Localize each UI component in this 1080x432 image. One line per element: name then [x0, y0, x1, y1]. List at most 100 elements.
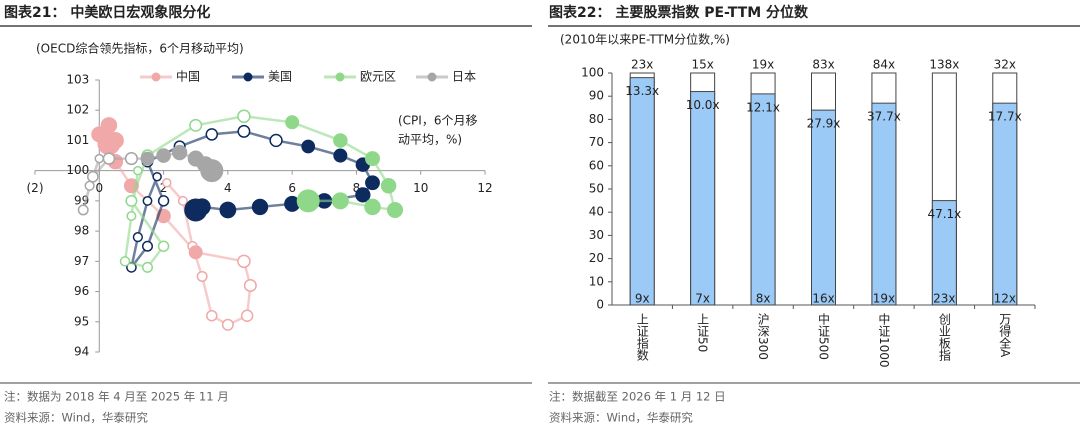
x-tick-label: 创业板指: [937, 313, 951, 362]
point: [189, 118, 203, 132]
point: [219, 201, 237, 219]
point: [269, 133, 283, 148]
y-tick-label: 100: [66, 163, 89, 177]
y-tick-label: 94: [74, 345, 89, 359]
y-tick-label: 100: [581, 66, 604, 80]
max-label: 84x: [873, 58, 895, 72]
bar: [629, 77, 655, 306]
bar: [690, 91, 716, 306]
point: [133, 165, 143, 176]
x-tick-label: 万得全A: [998, 313, 1012, 358]
point: [333, 133, 348, 148]
y-tick-label: 0: [596, 298, 604, 312]
point: [132, 232, 143, 243]
point: [301, 139, 316, 154]
legend-label: 日本: [452, 70, 476, 84]
min-label: 16x: [812, 292, 834, 306]
point: [126, 211, 137, 221]
y-tick-label: 98: [74, 224, 89, 238]
bar: [811, 109, 836, 306]
y-tick-label: 50: [589, 182, 604, 196]
point: [125, 194, 138, 207]
current-label: 13.3x: [625, 84, 659, 98]
chart-title: 图表21： 中美欧日宏观象限分化: [4, 4, 210, 21]
current-label: 27.9x: [807, 117, 841, 131]
note: 注：数据为 2018 年 4 月至 2025 年 11 月: [4, 390, 229, 404]
y-tick-label: 60: [589, 158, 604, 172]
point: [296, 189, 320, 213]
y-tick-label: 90: [589, 89, 604, 103]
y-tick-label: 101: [66, 133, 89, 147]
point: [140, 151, 155, 166]
point: [124, 152, 138, 166]
min-label: 9x: [635, 292, 650, 306]
min-label: 7x: [695, 292, 710, 306]
point: [119, 256, 131, 267]
y-tick-label: 80: [589, 112, 604, 126]
y-tick-label: 102: [66, 103, 89, 117]
point: [141, 240, 154, 252]
point: [355, 187, 371, 203]
point: [184, 198, 208, 222]
x-tick-label: 上证指数: [635, 313, 649, 362]
annotation: 动平均，%): [398, 133, 462, 147]
point: [365, 151, 380, 167]
point: [333, 148, 348, 163]
max-label: 19x: [752, 58, 774, 72]
chart-subtitle: (2010年以来PE-TTM分位数,%): [560, 32, 730, 47]
x-tick-label: 中证1000: [877, 312, 891, 368]
bar: [871, 102, 897, 306]
legend-label: 中国: [176, 69, 200, 84]
current-label: 47.1x: [927, 207, 961, 221]
point: [251, 198, 269, 216]
x-tick-label: (2): [27, 181, 44, 195]
min-label: 19x: [873, 292, 895, 306]
point: [157, 195, 170, 207]
legend-marker: [427, 72, 437, 82]
point: [94, 153, 105, 164]
point: [200, 159, 224, 183]
source: 资料来源：Wind，华泰研究: [4, 411, 148, 425]
current-label: 12.1x: [746, 100, 780, 114]
legend-marker: [243, 72, 253, 82]
x-tick-label: 上证50: [696, 313, 710, 353]
max-label: 138x: [929, 58, 959, 72]
point: [206, 309, 218, 322]
point: [156, 148, 171, 163]
x-tick-label: 8: [353, 181, 361, 195]
y-tick-label: 70: [589, 135, 604, 149]
x-tick-label: 沪深300: [756, 313, 770, 360]
point: [152, 171, 162, 182]
point: [221, 318, 234, 331]
point: [77, 204, 89, 216]
point: [364, 198, 381, 216]
bar: [750, 93, 776, 306]
y-tick-label: 96: [74, 284, 89, 298]
point: [380, 178, 397, 194]
x-tick-label: 0: [95, 181, 103, 195]
x-tick-label: 4: [224, 181, 232, 195]
max-label: 23x: [631, 58, 653, 72]
bar: [992, 102, 1018, 306]
source: 资料来源：Wind，华泰研究: [549, 411, 693, 425]
y-tick-label: 10: [589, 274, 604, 288]
x-tick-label: 6: [288, 181, 296, 195]
legend-marker: [151, 72, 161, 82]
x-tick-label: 2: [160, 181, 168, 195]
y-tick-label: 40: [589, 205, 604, 219]
max-label: 15x: [691, 58, 713, 72]
bar: [931, 200, 957, 306]
y-tick-label: 30: [589, 228, 604, 242]
legend-label: 美国: [268, 70, 292, 84]
x-tick-label: 12: [477, 181, 492, 195]
point: [237, 109, 251, 124]
point: [196, 270, 208, 282]
series-line: [130, 130, 374, 269]
point: [162, 178, 172, 188]
annotation: (CPI，6个月移: [398, 114, 477, 128]
y-tick-label: 103: [66, 73, 89, 87]
point: [237, 254, 251, 269]
point: [97, 131, 121, 155]
current-label: 17.7x: [988, 110, 1022, 124]
